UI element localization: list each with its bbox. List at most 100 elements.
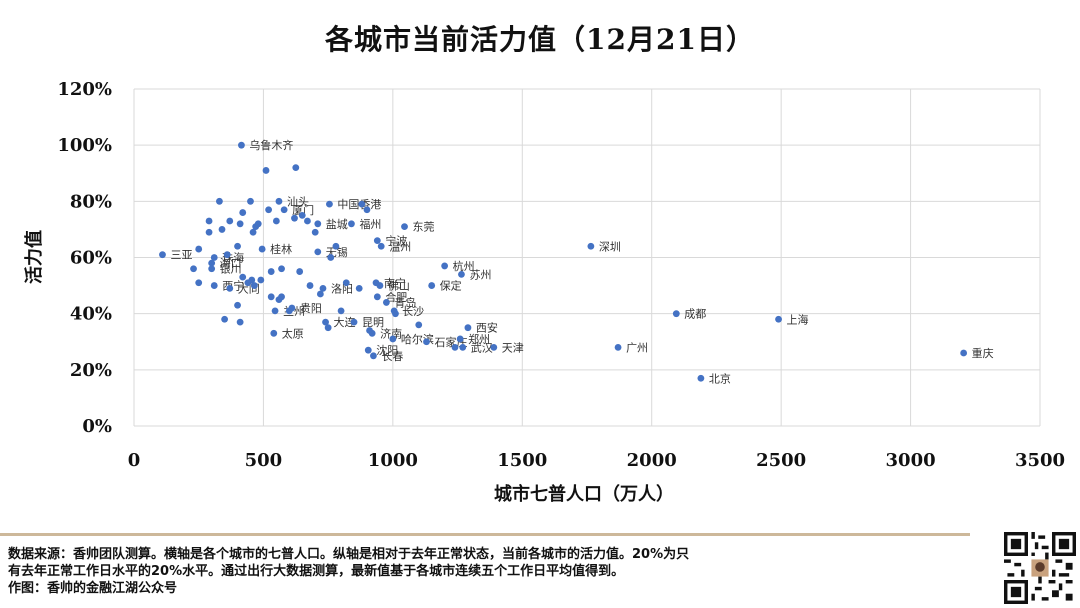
data-point — [218, 226, 226, 233]
data-point-label: 长沙 — [402, 305, 424, 318]
data-point — [288, 304, 296, 312]
data-point — [316, 290, 324, 298]
data-point — [239, 209, 247, 216]
data-point — [350, 318, 358, 326]
data-point — [672, 310, 680, 318]
data-point — [262, 167, 270, 174]
data-point — [363, 206, 371, 214]
gridlines — [133, 88, 1041, 427]
data-point — [271, 307, 279, 315]
data-point — [210, 254, 218, 261]
data-point-label: 三亚 — [170, 249, 192, 262]
y-tick-label: 120% — [57, 79, 112, 100]
y-tick-label: 60% — [70, 248, 112, 269]
data-point — [265, 206, 273, 214]
data-point — [441, 262, 449, 270]
data-point — [358, 200, 366, 208]
data-point-label: 武汉 — [471, 341, 493, 354]
data-point — [322, 318, 329, 326]
data-point — [304, 217, 311, 225]
data-point — [226, 284, 234, 292]
data-point — [226, 217, 234, 225]
x-tick-label: 0 — [128, 450, 141, 471]
data-point-label: 北京 — [709, 371, 731, 385]
data-point-label: 青岛 — [394, 295, 416, 309]
data-point — [364, 346, 372, 354]
data-point — [355, 284, 363, 292]
data-point — [370, 352, 377, 360]
data-point-label: 贵阳 — [300, 302, 322, 315]
data-point — [234, 301, 241, 309]
x-axis-title: 城市七普人口（万人） — [494, 483, 674, 505]
y-tick-labels: 0% 20% 40% 60% 80% 100% 120% — [57, 79, 112, 437]
data-point — [292, 164, 300, 172]
data-point-label: 银川 — [220, 262, 242, 276]
data-point-label: 乌鲁木齐 — [249, 138, 293, 152]
data-point — [324, 324, 332, 332]
data-point — [401, 223, 408, 231]
data-point-label: 上海 — [787, 312, 809, 326]
data-point — [326, 200, 333, 208]
data-point — [190, 265, 197, 273]
data-point — [195, 245, 203, 253]
data-point — [223, 251, 231, 259]
data-point-label: 济南 — [380, 326, 402, 340]
data-point-label: 广州 — [626, 341, 648, 354]
data-point — [278, 265, 285, 273]
data-point — [311, 228, 319, 236]
data-point — [257, 276, 265, 284]
data-point — [296, 268, 304, 275]
data-point — [205, 217, 213, 225]
data-point — [205, 228, 213, 236]
data-point — [348, 220, 355, 228]
data-point-label: 保定 — [440, 279, 462, 293]
footer-line-method: 有去年正常工作日水平的20%水平。通过出行大数据测算，最新值基于各城市连续五个工… — [8, 564, 625, 579]
data-point — [337, 307, 345, 315]
data-point-label: 厦门 — [292, 203, 314, 217]
footer-divider — [0, 533, 970, 536]
y-tick-label: 0% — [82, 416, 112, 437]
data-point-label: 长春 — [381, 350, 403, 363]
y-tick-label: 20% — [70, 360, 112, 381]
data-point-label: 天津 — [502, 341, 524, 354]
data-point-label: 海口 — [220, 256, 242, 270]
data-point — [267, 268, 275, 275]
data-point — [306, 282, 314, 289]
data-point-label: 大连 — [334, 315, 356, 329]
data-point — [250, 282, 258, 289]
data-point — [368, 329, 376, 337]
x-tick-label: 500 — [245, 450, 283, 471]
data-point — [587, 242, 595, 250]
data-point — [327, 254, 335, 261]
data-point-label: 苏州 — [469, 268, 491, 281]
data-point — [342, 279, 350, 287]
data-point-label: 重庆 — [972, 346, 994, 360]
data-point — [377, 242, 385, 250]
data-point-label: 汕头 — [287, 195, 309, 208]
data-point — [249, 228, 257, 236]
data-point-label: 深圳 — [599, 240, 621, 253]
data-point — [208, 259, 216, 267]
data-point-label: 佛山 — [388, 280, 410, 293]
data-point — [221, 315, 229, 323]
data-point-label: 温州 — [389, 240, 411, 253]
data-point — [458, 270, 465, 278]
data-point — [382, 299, 390, 306]
data-point — [275, 197, 283, 205]
x-tick-labels: 0 500 1000 1500 2000 2500 3000 3500 — [128, 450, 1065, 471]
data-point-label: 太原 — [282, 327, 304, 340]
data-point-label: 成都 — [684, 308, 706, 321]
data-point — [697, 374, 705, 382]
data-point — [272, 217, 280, 225]
data-point — [298, 211, 306, 219]
data-point-label: 宁波 — [385, 234, 407, 248]
data-point — [319, 284, 327, 292]
data-point-label: 杭州 — [453, 259, 475, 273]
y-tick-label: 80% — [70, 191, 112, 212]
x-tick-label: 1000 — [368, 450, 418, 471]
data-point — [254, 220, 262, 228]
scatter-chart: 0% 20% 40% 60% 80% 100% 120% 0 500 1000 1500 2000 2… — [23, 79, 1065, 505]
footer-line-source: 数据来源：香帅团队测算。横轴是各个城市的七普人口。纵轴是相对于去年正常状态，当前… — [8, 547, 690, 562]
data-point-label: 沈阳 — [376, 343, 398, 357]
data-point — [208, 265, 216, 273]
